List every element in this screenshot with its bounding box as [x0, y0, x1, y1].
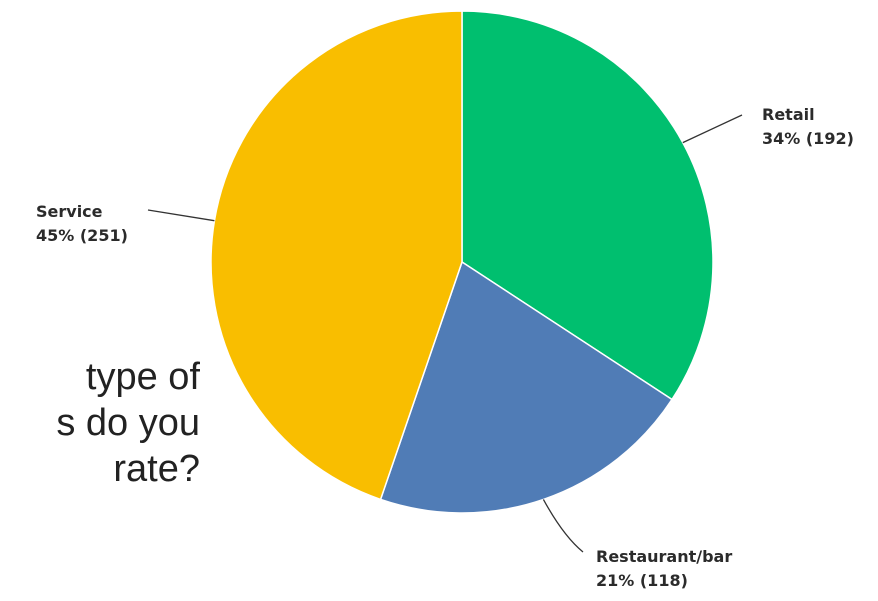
leader-line-restaurant-bar	[542, 499, 584, 553]
question-line-1: type of	[85, 356, 200, 398]
slice-labels: Retail 34% (192) Restaurant/bar 21% (118) Se…	[36, 105, 854, 590]
question-line-2: s do you	[56, 402, 200, 444]
question-text: type of s do you rate?	[0, 354, 200, 492]
slice-label-retail: Retail	[762, 105, 815, 124]
pie-slice-service	[210, 10, 463, 501]
leader-line-retail	[682, 114, 743, 144]
pie-slices	[210, 10, 714, 514]
leader-line-service	[147, 209, 215, 222]
slice-label-service: Service	[36, 202, 103, 221]
slice-label-restaurant-bar: Restaurant/bar	[596, 547, 732, 566]
slice-value-retail: 34% (192)	[762, 129, 854, 148]
question-line-3: rate?	[113, 448, 200, 490]
leader-lines	[147, 114, 743, 553]
slice-value-service: 45% (251)	[36, 226, 128, 245]
slice-value-restaurant-bar: 21% (118)	[596, 571, 688, 590]
